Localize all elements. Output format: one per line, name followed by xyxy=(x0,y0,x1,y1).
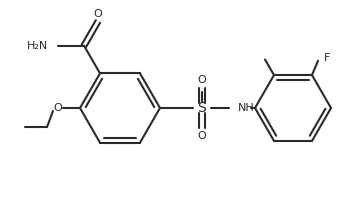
Text: O: O xyxy=(198,131,206,141)
Text: NH: NH xyxy=(238,103,255,113)
Text: O: O xyxy=(198,75,206,85)
Text: O: O xyxy=(94,10,102,19)
Text: F: F xyxy=(324,53,330,63)
Text: S: S xyxy=(198,101,206,115)
Text: H₂N: H₂N xyxy=(27,41,48,51)
Text: O: O xyxy=(54,103,62,113)
